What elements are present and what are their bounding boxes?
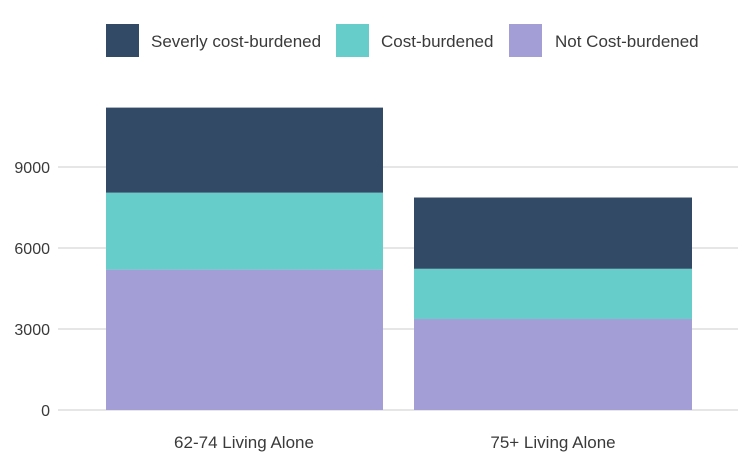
y-tick-label: 9000: [14, 160, 50, 177]
bar-62-74-living-alone-not-cost-burdened[interactable]: [106, 269, 383, 410]
y-tick-label: 0: [41, 403, 50, 420]
x-category-label: 75+ Living Alone: [490, 433, 615, 452]
chart-bars: [106, 107, 692, 410]
x-axis-labels: 62-74 Living Alone 75+ Living Alone: [174, 433, 616, 452]
legend-item-cost-burdened[interactable]: Cost-burdened: [336, 24, 493, 57]
y-axis-ticks: 0 3000 6000 9000: [14, 160, 50, 420]
chart-legend: Severly cost-burdened Cost-burdened Not Co…: [106, 24, 699, 57]
legend-swatch: [106, 24, 139, 57]
legend-label: Cost-burdened: [381, 32, 493, 51]
y-tick-label: 3000: [14, 322, 50, 339]
x-category-label: 62-74 Living Alone: [174, 433, 314, 452]
legend-label: Not Cost-burdened: [555, 32, 699, 51]
y-tick-label: 6000: [14, 241, 50, 258]
bar-62-74-living-alone-severly-cost-burdened[interactable]: [106, 107, 383, 193]
legend-item-severly-cost-burdened[interactable]: Severly cost-burdened: [106, 24, 321, 57]
bar-62-74-living-alone-cost-burdened[interactable]: [106, 192, 383, 270]
bar-75-living-alone-cost-burdened[interactable]: [414, 268, 692, 320]
legend-swatch: [336, 24, 369, 57]
bar-75-living-alone-not-cost-burdened[interactable]: [414, 319, 692, 410]
bar-75-living-alone-severly-cost-burdened[interactable]: [414, 197, 692, 269]
legend-item-not-cost-burdened[interactable]: Not Cost-burdened: [509, 24, 699, 57]
legend-label: Severly cost-burdened: [151, 32, 321, 51]
legend-swatch: [509, 24, 542, 57]
